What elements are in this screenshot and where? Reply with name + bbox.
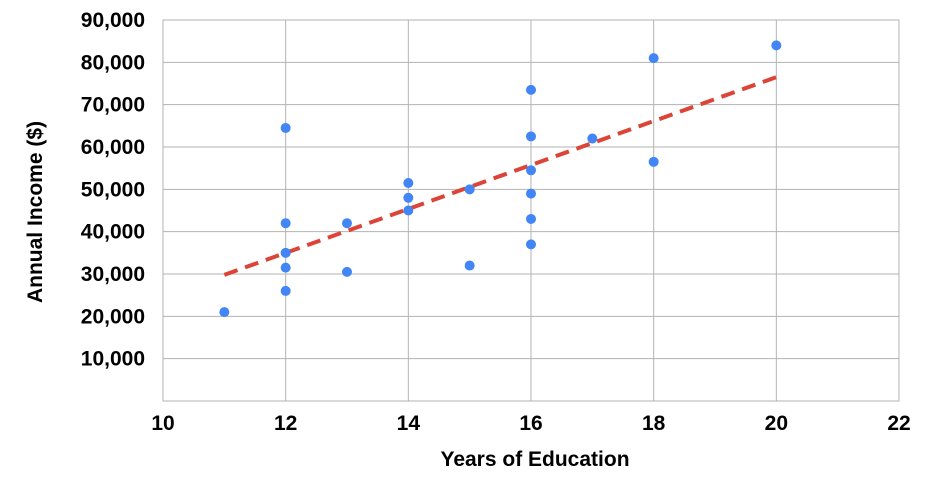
x-tick-label: 16 <box>519 412 542 435</box>
x-tick-label: 14 <box>397 412 421 435</box>
y-tick-label: 60,000 <box>81 136 145 159</box>
data-point <box>403 177 414 188</box>
data-point <box>526 165 536 176</box>
data-point <box>464 260 475 271</box>
data-point <box>280 247 291 258</box>
y-tick-label: 40,000 <box>81 221 145 244</box>
data-point <box>280 122 291 133</box>
data-point <box>342 266 352 277</box>
data-point <box>526 188 536 199</box>
x-axis-title: Years of Education <box>440 448 629 471</box>
data-point <box>648 53 659 64</box>
x-tick-label: 10 <box>151 412 174 435</box>
y-tick-label: 90,000 <box>81 9 145 32</box>
data-point <box>342 218 352 229</box>
x-tick-label: 22 <box>887 412 910 435</box>
data-point <box>648 156 659 167</box>
x-tick-labels: 10 12 14 16 18 20 22 <box>151 412 910 435</box>
data-point <box>526 131 536 142</box>
data-point <box>464 184 475 195</box>
data-point <box>403 205 414 216</box>
data-point <box>526 84 536 95</box>
data-point <box>280 262 291 273</box>
data-points <box>219 40 782 318</box>
y-axis-title: Annual Income ($) <box>24 121 47 303</box>
data-point <box>771 40 782 51</box>
data-point <box>280 218 291 229</box>
trendline <box>223 75 778 277</box>
y-tick-label: 10,000 <box>81 348 145 371</box>
x-tick-label: 20 <box>765 412 788 435</box>
data-point <box>219 307 230 318</box>
y-tick-labels: 10,000 20,000 30,000 40,000 50,000 60,000 70,0… <box>81 9 145 371</box>
x-tick-label: 18 <box>642 412 666 435</box>
data-point <box>403 192 414 203</box>
y-tick-label: 30,000 <box>81 263 145 286</box>
y-tick-label: 50,000 <box>81 178 145 201</box>
y-tick-label: 70,000 <box>81 94 145 117</box>
y-tick-label: 80,000 <box>81 51 145 74</box>
plot-area-frame <box>162 19 900 402</box>
grid <box>163 19 899 401</box>
data-point <box>587 133 598 144</box>
trendline-group <box>223 75 778 277</box>
data-point <box>526 239 536 250</box>
data-point <box>280 285 291 296</box>
data-point <box>526 213 536 224</box>
y-tick-label: 20,000 <box>81 305 145 328</box>
x-tick-label: 12 <box>274 412 297 435</box>
